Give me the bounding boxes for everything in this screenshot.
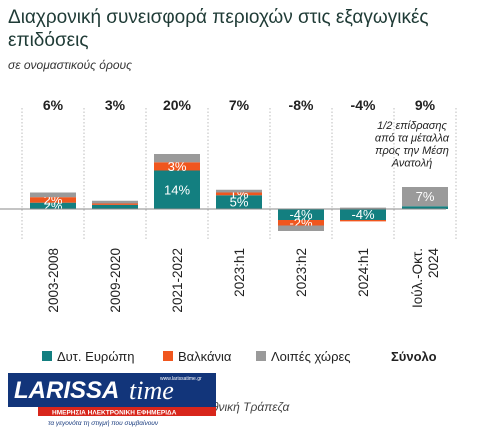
bar-segment <box>92 204 138 209</box>
total-value-label: 20% <box>163 97 192 113</box>
source-text: θνική Τράπεζα <box>212 400 290 414</box>
category-label-line: 2021-2022 <box>170 248 185 313</box>
bar-segment <box>340 220 386 222</box>
chart-subtitle: σε ονομαστικούς όρους <box>8 58 132 72</box>
annotation-line: προς την Μέση <box>375 145 449 157</box>
segment-value-label: 5% <box>230 195 249 210</box>
bar-segment <box>340 209 386 220</box>
total-value-label: 9% <box>415 97 436 113</box>
category-label: 2021-2022 <box>170 248 185 313</box>
svg-text:ΗΜΕΡΗΣΙΑ ΗΛΕΚΤΡΟΝΙΚΗ ΕΦΗΜΕΡΙΔΑ: ΗΜΕΡΗΣΙΑ ΗΛΕΚΤΡΟΝΙΚΗ ΕΦΗΜΕΡΙΔΑ <box>52 410 177 417</box>
total-value-label: -4% <box>351 97 376 113</box>
svg-text:www.larissatime.gr: www.larissatime.gr <box>160 376 202 382</box>
svg-text:τα γεγονότα τη στιγμή που συμβ: τα γεγονότα τη στιγμή που συμβαίνουν <box>48 419 159 427</box>
svg-text:LARISSA: LARISSA <box>14 377 119 404</box>
annotation: 1/2 επίδρασης από τα μέταλλα προς την Μέση… <box>375 120 450 170</box>
category-label-line: 2009-2020 <box>108 248 123 313</box>
bar-segment <box>154 170 200 209</box>
category-label-line: 2003-2008 <box>46 248 61 313</box>
bar-segment <box>278 225 324 231</box>
bar-segment <box>278 220 324 226</box>
category-label-line: 2023:h2 <box>294 248 309 297</box>
bar-segment <box>216 189 262 193</box>
category-label-line: 2024:h1 <box>356 248 371 297</box>
annotation-line: Ανατολή <box>391 158 433 170</box>
bar-segment <box>30 192 76 198</box>
legend-swatch-west-europe <box>42 351 52 361</box>
bar-segment <box>92 200 138 204</box>
bar-segment <box>402 206 448 209</box>
bar-segment <box>216 195 262 209</box>
stacked-bar-chart: 2%2%6%2003-20083%2009-202014%3%20%2021-2… <box>0 97 457 313</box>
legend-swatch-other <box>256 351 266 361</box>
legend-label-balkans: Βαλκάνια <box>178 349 232 364</box>
annotation-line: από τα μέταλλα <box>375 133 450 145</box>
category-label: 2024:h1 <box>356 248 371 297</box>
bar-segment <box>216 192 262 196</box>
bar-segment <box>154 162 200 171</box>
bar-segment <box>92 203 138 205</box>
bar-segment <box>278 209 324 220</box>
segment-value-label: -4% <box>289 207 313 222</box>
bar-segment <box>340 207 386 209</box>
chart-title: Διαχρονική συνεισφορά περιοχών στις εξαγ… <box>8 7 429 51</box>
legend-swatch-balkans <box>163 351 173 361</box>
category-label: 2003-2008 <box>46 248 61 313</box>
total-value-label: -8% <box>289 97 314 113</box>
category-label-line: Ιούλ.-Οκτ. <box>410 248 425 308</box>
bar-segment <box>30 202 76 209</box>
legend-item-total: Σύνολο <box>391 349 437 364</box>
segment-value-label: 3% <box>168 159 187 174</box>
category-label: 2009-2020 <box>108 248 123 313</box>
bar-segment <box>154 154 200 163</box>
svg-text:time: time <box>129 376 174 405</box>
total-value-label: 7% <box>229 97 250 113</box>
segment-value-label: 14% <box>164 182 190 197</box>
bar-segment <box>402 187 448 207</box>
segment-value-label: 7% <box>416 189 435 204</box>
segment-value-label: 1% <box>230 186 249 201</box>
category-label: 2023:h1 <box>232 248 247 297</box>
category-label-line: 2023:h1 <box>232 248 247 297</box>
category-label: 2023:h2 <box>294 248 309 297</box>
annotation-line: 1/2 επίδρασης <box>377 120 447 132</box>
total-value-label: 6% <box>43 97 64 113</box>
total-value-label: 3% <box>105 97 126 113</box>
legend-label-west-europe: Δυτ. Ευρώπη <box>57 349 135 364</box>
legend-label-other: Λοιπές χώρες <box>271 349 351 364</box>
larissa-time-logo: LARISSA time ΗΜΕΡΗΣΙΑ ΗΛΕΚΤΡΟΝΙΚΗ ΕΦΗΜΕΡ… <box>4 369 216 427</box>
category-label-line: 2024 <box>426 248 441 279</box>
segment-value-label: -4% <box>351 207 375 222</box>
category-label: Ιούλ.-Οκτ.2024 <box>410 248 441 308</box>
bar-segment <box>30 197 76 203</box>
